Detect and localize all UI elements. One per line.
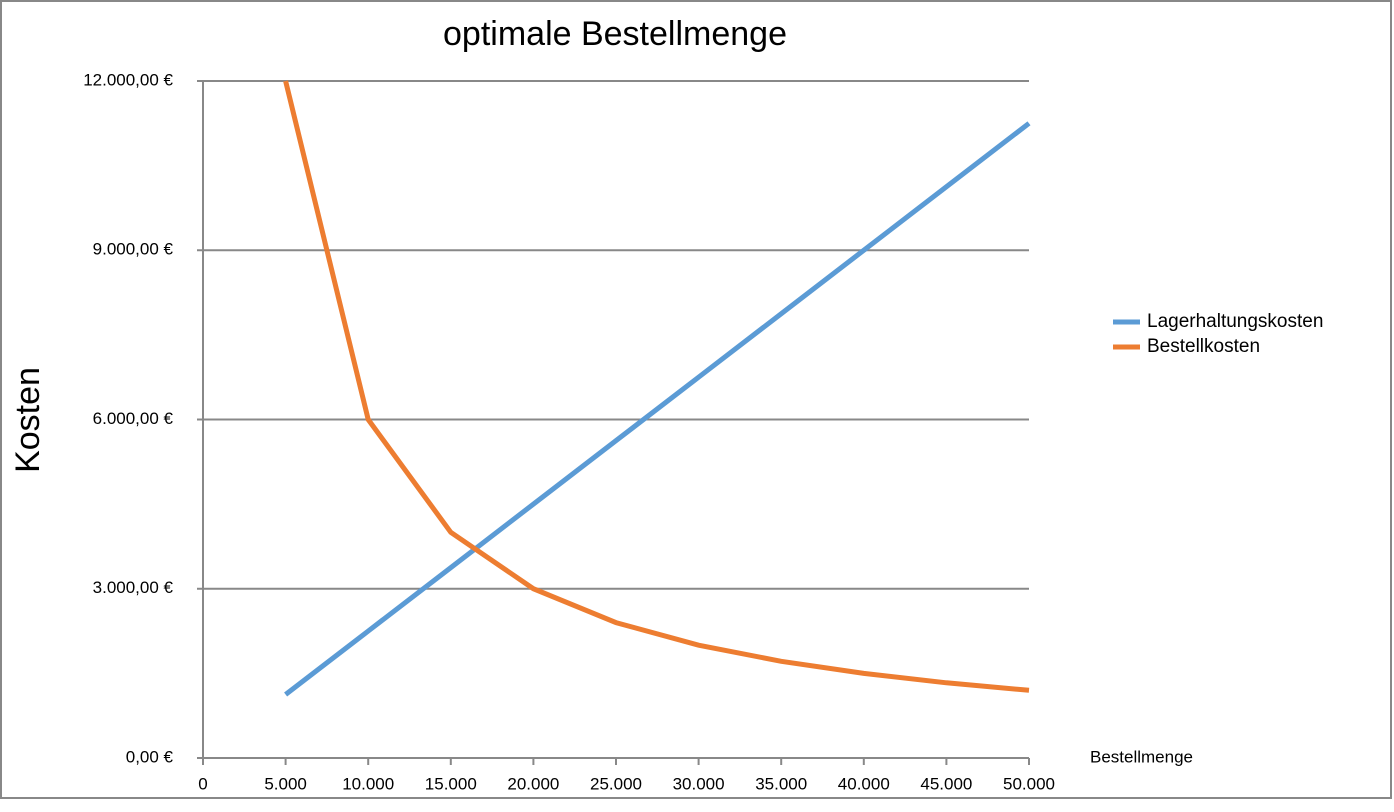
line-series xyxy=(284,121,1031,697)
y-axis-label: Kosten xyxy=(9,367,47,473)
x-tick-label: 5.000 xyxy=(264,774,307,793)
y-tick-label: 9.000,00 € xyxy=(93,240,174,259)
line-series xyxy=(283,80,1030,693)
y-tick-label: 6.000,00 € xyxy=(93,409,174,428)
x-tick-label: 20.000 xyxy=(507,774,559,793)
y-tick-label: 12.000,00 € xyxy=(83,70,173,89)
x-tick-label: 15.000 xyxy=(425,774,477,793)
x-tick-label: 50.000 xyxy=(1003,774,1055,793)
x-tick-label: 25.000 xyxy=(590,774,642,793)
y-tick-label: 0,00 € xyxy=(126,747,174,766)
x-tick-label: 45.000 xyxy=(920,774,972,793)
legend-label: Lagerhaltungskosten xyxy=(1147,311,1323,332)
legend-label: Bestellkosten xyxy=(1147,336,1260,357)
chart-title: optimale Bestellmenge xyxy=(443,15,787,53)
x-tick-label: 0 xyxy=(198,774,207,793)
x-tick-label: 35.000 xyxy=(755,774,807,793)
x-tick-label: 40.000 xyxy=(838,774,890,793)
y-tick-label: 3.000,00 € xyxy=(93,578,174,597)
x-axis-label: Bestellmenge xyxy=(1090,747,1193,766)
x-tick-label: 10.000 xyxy=(342,774,394,793)
x-tick-label: 30.000 xyxy=(673,774,725,793)
